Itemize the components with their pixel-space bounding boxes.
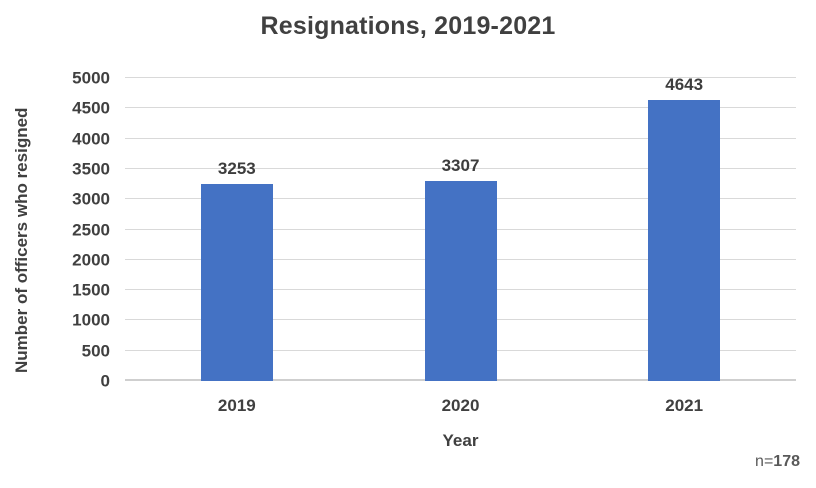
- bar-value-label: 3307: [441, 155, 480, 175]
- sample-size-note: n=178: [755, 453, 800, 471]
- y-tick-label: 5000: [72, 68, 110, 88]
- gridline: [125, 107, 796, 109]
- y-tick-label: 500: [81, 341, 110, 361]
- y-tick-label: 3500: [72, 159, 110, 179]
- gridline: [125, 167, 796, 169]
- plot-area: 3253 3307 4643: [125, 74, 796, 381]
- sample-size-value: 178: [773, 453, 800, 470]
- y-tick-label: 4000: [72, 129, 110, 149]
- bar-value-label: 4643: [665, 74, 704, 94]
- x-axis-title: Year: [442, 431, 479, 450]
- bar-2020: [424, 180, 497, 381]
- x-tick-label: 2019: [217, 396, 256, 415]
- y-tick-label: 0: [100, 371, 110, 391]
- y-tick-label: 2500: [72, 220, 110, 239]
- y-tick-label: 2000: [72, 250, 110, 270]
- y-tick-label: 1500: [72, 280, 110, 300]
- bar-value-label: 3253: [217, 158, 256, 178]
- x-tick-label: 2021: [665, 396, 704, 415]
- y-tick-label: 4500: [72, 98, 110, 118]
- x-tick-label: 2020: [441, 396, 480, 415]
- gridline: [125, 137, 796, 139]
- y-tick-label: 1000: [72, 310, 110, 330]
- gridline: [125, 77, 796, 78]
- chart-title: Resignations, 2019-2021: [260, 12, 556, 40]
- bar-2019: [200, 183, 273, 381]
- y-tick-label: 3000: [72, 189, 110, 209]
- x-axis-ticks: 2019 2020 2021: [125, 396, 796, 418]
- y-axis-ticks: 0 500 1000 1500 2000 2500 3000 3500 4000 4500 5000: [0, 70, 110, 390]
- sample-size-label: n=: [755, 453, 774, 470]
- bar-2021: [648, 99, 721, 381]
